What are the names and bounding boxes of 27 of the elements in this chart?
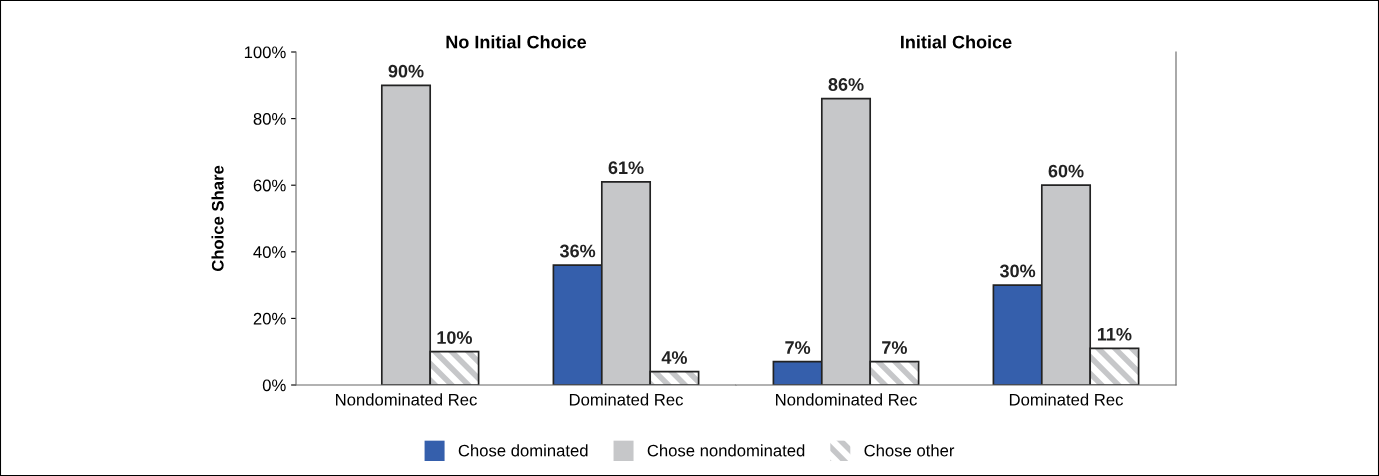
y-tick-label: 80% (253, 113, 286, 125)
data-label: 86% (828, 78, 864, 91)
legend-label: Chose other (864, 444, 955, 457)
data-label: 30% (999, 264, 1036, 278)
data-label: 60% (1048, 164, 1084, 178)
data-label: 10% (437, 331, 472, 344)
y-axis-title: Choice Share (211, 165, 224, 272)
chart-title: Initial Choice (901, 35, 1012, 49)
data-label: 7% (785, 341, 811, 354)
y-tick-label: 0% (262, 379, 286, 392)
x-tick-label: Dominated Rec (569, 393, 683, 406)
y-tick-label: 40% (253, 246, 286, 258)
y-tick-label: 60% (253, 179, 286, 192)
data-label: 61% (608, 161, 644, 175)
x-tick-label: Dominated Rec (1009, 393, 1123, 406)
chart-title: No Initial Choice (446, 35, 587, 49)
y-tick-label: 20% (253, 312, 286, 325)
data-label: 7% (882, 341, 907, 354)
data-label: 36% (559, 244, 596, 258)
data-label: 11% (1097, 327, 1132, 341)
x-tick-label: Nondominated Rec (336, 393, 477, 406)
data-label: 90% (388, 64, 424, 78)
legend-label: Chose dominated (458, 444, 588, 457)
data-label: 4% (661, 351, 687, 364)
legend-label: Chose nondominated (647, 444, 805, 457)
x-tick-label: Nondominated Rec (776, 393, 917, 406)
y-tick-label: 100% (244, 46, 286, 59)
